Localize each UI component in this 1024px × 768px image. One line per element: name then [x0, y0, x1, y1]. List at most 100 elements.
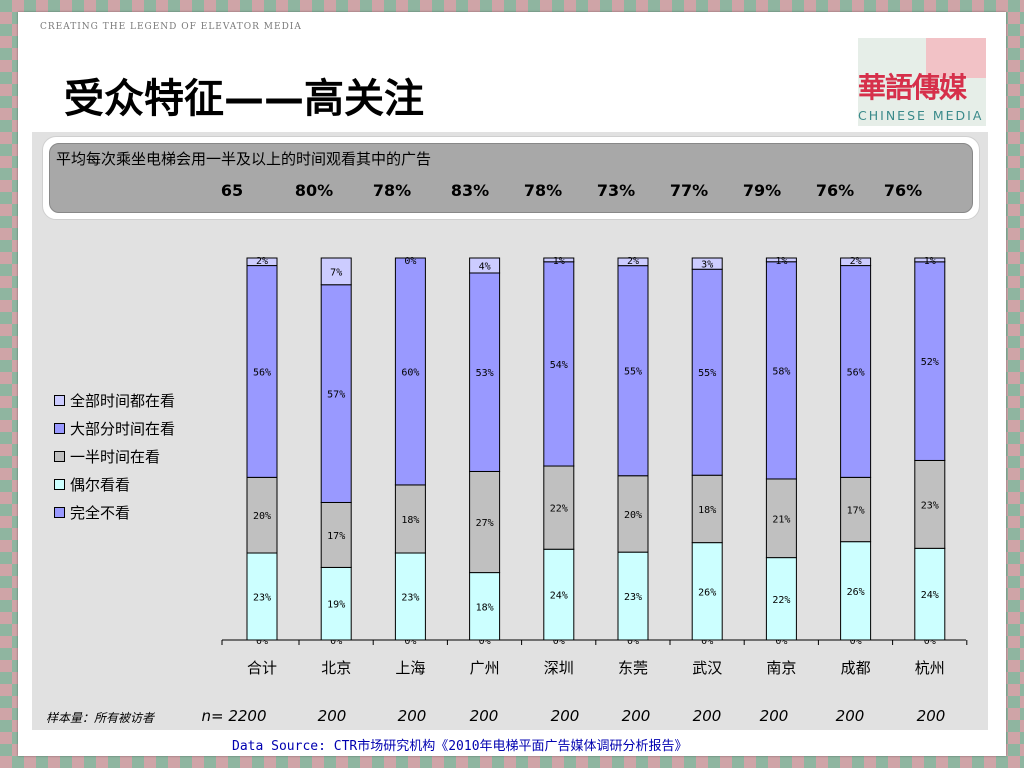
data-label: 2% — [627, 256, 639, 267]
bar-segment — [914, 547, 946, 641]
data-label: 21% — [772, 514, 790, 525]
data-label: 0% — [850, 636, 862, 647]
bar-segment — [765, 557, 797, 641]
data-label: 55% — [698, 368, 716, 379]
bar-segment — [246, 257, 278, 267]
legend-swatch — [54, 394, 65, 406]
summary-value: 78% — [372, 181, 412, 200]
summary-value: 83% — [450, 181, 490, 200]
data-label: 3% — [701, 260, 713, 271]
sample-label: 样本量：所有被访者 — [46, 711, 155, 725]
data-label: 1% — [924, 256, 936, 267]
data-label: 1% — [553, 256, 565, 267]
data-label: 52% — [921, 357, 939, 368]
legend-swatch — [54, 506, 65, 518]
data-label: 0% — [775, 636, 787, 647]
legend-label: 大部分时间在看 — [70, 419, 176, 438]
data-label: 23% — [921, 500, 939, 511]
legend-label: 完全不看 — [70, 503, 131, 522]
bar-segment — [543, 548, 575, 641]
data-label: 18% — [476, 602, 494, 613]
data-label: 18% — [698, 505, 716, 516]
logo-cn-text: 華語傳媒 — [858, 71, 967, 104]
page-title: 受众特征——高关注 — [64, 76, 424, 122]
data-label: 54% — [550, 360, 568, 371]
data-label: 23% — [253, 593, 271, 604]
bar-segment — [840, 265, 872, 478]
x-tick-label: 武汉 — [692, 659, 722, 677]
sample-size-value: n= 2200 — [201, 707, 267, 725]
summary-value: 80% — [294, 181, 334, 200]
data-label: 20% — [253, 511, 271, 522]
bar-segment — [469, 470, 501, 574]
summary-value: 78% — [523, 181, 563, 200]
summary-value: 77% — [669, 181, 709, 200]
data-label: 20% — [624, 510, 642, 521]
data-label: 0% — [701, 636, 713, 647]
logo: 華語傳媒 CHINESE MEDIA — [858, 38, 986, 126]
sample-size-value: 200 — [397, 707, 427, 725]
legend-item: 全部时间都在看 — [54, 386, 175, 414]
data-label: 58% — [772, 366, 790, 377]
x-tick-label: 北京 — [321, 659, 351, 677]
data-label: 22% — [550, 504, 568, 515]
data-label: 0% — [330, 636, 342, 647]
bar-segment — [543, 261, 575, 467]
data-label: 2% — [256, 256, 268, 267]
bar-segment — [320, 284, 352, 503]
data-source: Data Source: CTR市场研究机构《2010年电梯平面广告媒体调研分析… — [232, 739, 688, 754]
bar-segment — [246, 476, 278, 554]
bar-segment — [914, 261, 946, 461]
sample-size-value: 200 — [835, 707, 865, 725]
bar-segment — [320, 501, 352, 568]
data-label: 0% — [404, 256, 416, 267]
data-label: 0% — [479, 636, 491, 647]
bar-segment — [765, 257, 797, 263]
summary-panel — [42, 136, 980, 220]
bar-segment — [691, 268, 723, 476]
legend-label: 偶尔看看 — [70, 475, 131, 494]
bar-segment — [469, 257, 501, 274]
summary-value: 73% — [596, 181, 636, 200]
summary-value: 79% — [742, 181, 782, 200]
chart-legend: 全部时间都在看 大部分时间在看 一半时间在看 偶尔看看 完全不看 — [54, 386, 175, 526]
sample-size-value: 200 — [692, 707, 722, 725]
bar-segment — [691, 257, 723, 270]
bar-segment — [543, 257, 575, 263]
bar-segment — [691, 542, 723, 641]
bar-segment — [394, 257, 426, 486]
data-label: 4% — [479, 261, 491, 272]
data-label: 60% — [401, 367, 419, 378]
data-label: 26% — [698, 587, 716, 598]
data-label: 26% — [847, 587, 865, 598]
data-label: 57% — [327, 390, 345, 401]
x-tick-label: 广州 — [470, 659, 500, 677]
data-label: 0% — [256, 636, 268, 647]
data-label: 1% — [775, 256, 787, 267]
data-label: 0% — [627, 636, 639, 647]
legend-label: 全部时间都在看 — [70, 391, 176, 410]
data-label: 2% — [850, 256, 862, 267]
data-label: 56% — [847, 367, 865, 378]
summary-value: 76% — [883, 181, 923, 200]
data-label: 23% — [624, 592, 642, 603]
data-label: 56% — [253, 367, 271, 378]
bar-segment — [840, 257, 872, 267]
bar-segment — [543, 465, 575, 550]
bar-segment — [320, 257, 352, 286]
legend-item: 大部分时间在看 — [54, 414, 175, 442]
bar-segment — [320, 566, 352, 641]
bar-segment — [617, 551, 649, 641]
bar-segment — [914, 257, 946, 263]
bar-segment — [840, 476, 872, 543]
sample-size-value: 200 — [550, 707, 580, 725]
data-label: 0% — [924, 636, 936, 647]
data-label: 0% — [404, 636, 416, 647]
x-tick-label: 杭州 — [915, 659, 945, 677]
legend-swatch — [54, 422, 65, 434]
summary-text: 平均每次乘坐电梯会用一半及以上的时间观看其中的广告 — [56, 150, 432, 168]
data-label: 53% — [476, 368, 494, 379]
data-label: 27% — [476, 518, 494, 529]
logo-en-text: CHINESE MEDIA — [858, 108, 984, 123]
